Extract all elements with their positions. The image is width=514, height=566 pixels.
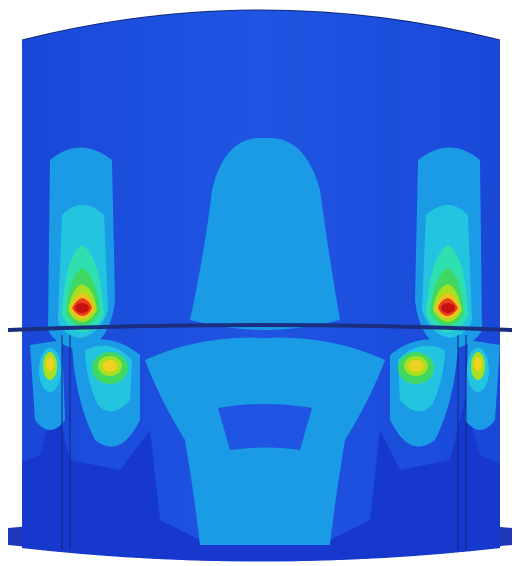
page [0,0,514,566]
cylinder-stress-plot [0,0,514,566]
left-hotspot [48,148,115,351]
center-notch [218,404,312,450]
right-hotspot [415,148,482,351]
contours [0,138,514,566]
